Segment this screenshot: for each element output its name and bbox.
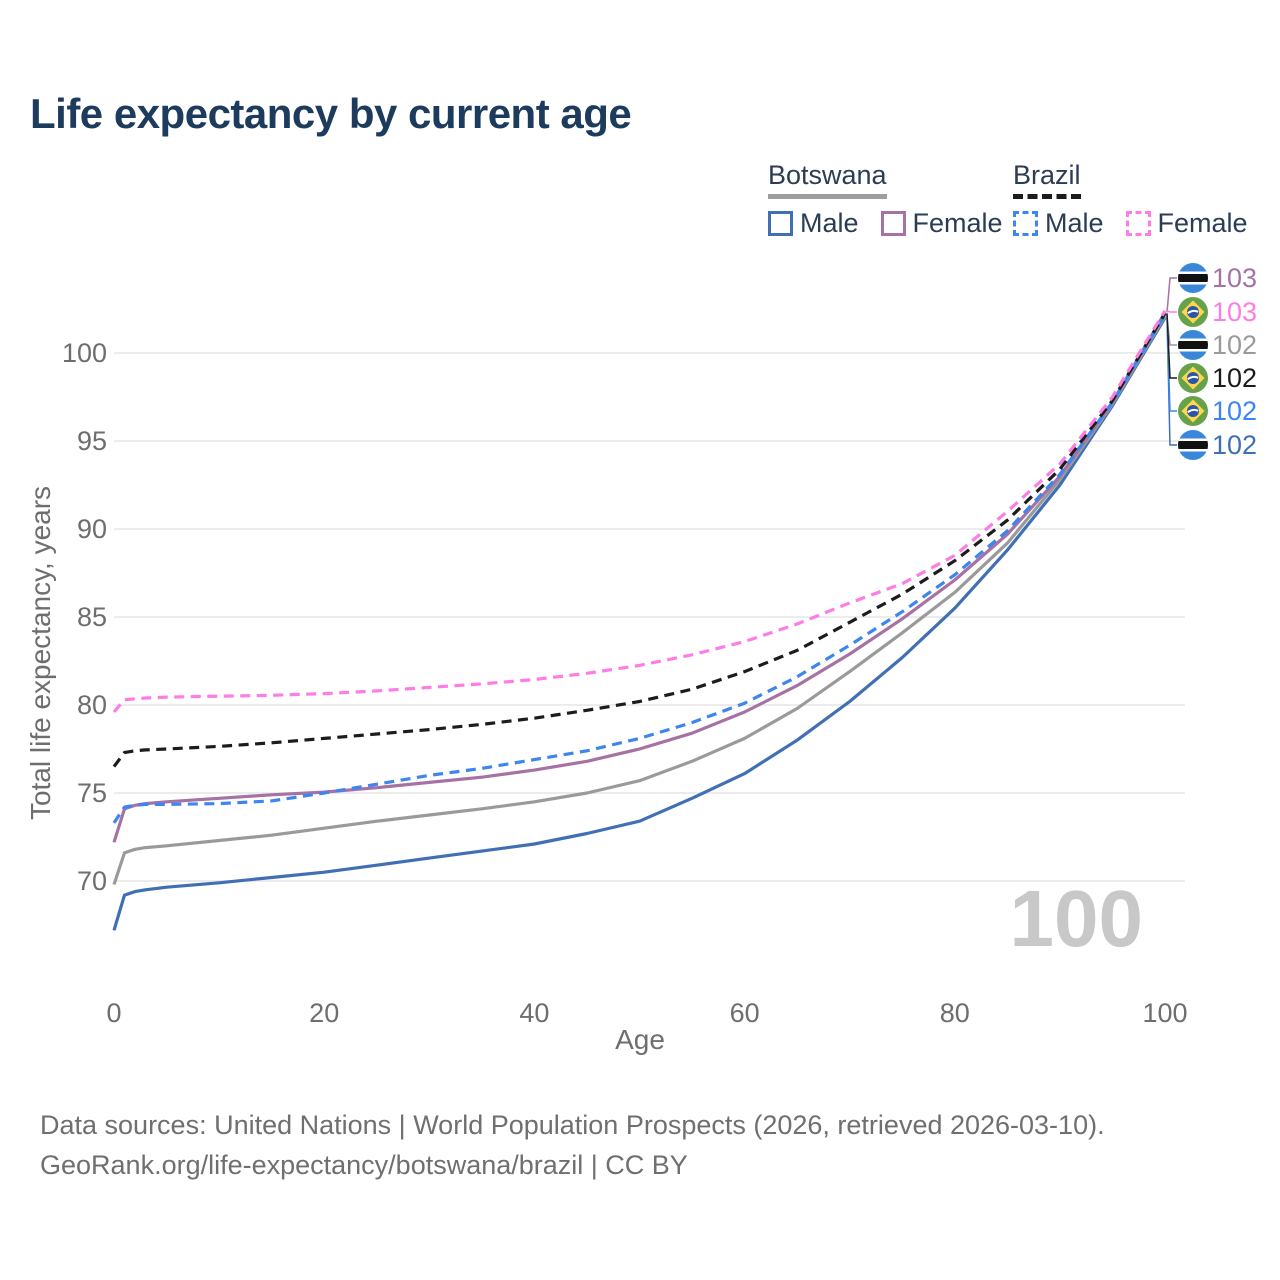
legend-item-label: Female	[912, 208, 1003, 238]
leader-line-brazil-female	[1166, 310, 1177, 313]
y-tick-label-95: 95	[77, 426, 107, 456]
footer-data-sources: Data sources: United Nations | World Pop…	[40, 1110, 1105, 1140]
flag-icon-botswana	[1178, 430, 1208, 460]
series-line-brazil-female	[112, 309, 1167, 714]
page-title: Life expectancy by current age	[30, 90, 632, 137]
end-value-label-brazil-both: 102	[1212, 363, 1257, 393]
legend-header-brazil[interactable]: Brazil	[1013, 160, 1081, 199]
x-tick-label-80: 80	[940, 998, 970, 1028]
flag-icon-brazil	[1178, 363, 1208, 393]
legend-swatch-brazil-female	[1125, 211, 1151, 236]
flag-icon-brazil	[1178, 297, 1208, 327]
y-tick-label-80: 80	[77, 690, 107, 720]
legend-item-botswana-female[interactable]: Female	[880, 208, 1003, 239]
flag-icon-botswana	[1178, 263, 1208, 293]
leader-line-botswana-female	[1166, 277, 1177, 313]
series-line-botswana-both	[112, 315, 1167, 886]
end-value-label-botswana-female: 103	[1212, 263, 1257, 293]
end-value-label-brazil-male: 102	[1212, 396, 1257, 426]
y-tick-label-85: 85	[77, 602, 107, 632]
footer-attribution-link[interactable]: GeoRank.org/life-expectancy/botswana/bra…	[40, 1150, 688, 1180]
flag-icon-brazil	[1178, 396, 1208, 426]
series-line-botswana-male	[112, 316, 1167, 931]
legend-item-label: Male	[800, 208, 859, 238]
x-axis-title: Age	[615, 1024, 665, 1055]
legend-swatch-brazil-male	[1013, 211, 1038, 236]
x-tick-label-100: 100	[1142, 998, 1187, 1028]
y-tick-label-90: 90	[77, 514, 107, 544]
legend-item-brazil-female[interactable]: Female	[1125, 208, 1248, 239]
y-tick-label-100: 100	[62, 338, 107, 368]
x-tick-label-0: 0	[106, 998, 121, 1028]
legend-item-label: Male	[1045, 208, 1104, 238]
leader-line-brazil-both	[1166, 313, 1177, 379]
flag-icon-botswana	[1178, 330, 1208, 360]
x-tick-label-20: 20	[309, 998, 339, 1028]
legend-swatch-botswana-male	[768, 211, 793, 236]
legend-swatch-botswana-female	[880, 211, 906, 236]
legend-item-label: Female	[1157, 208, 1248, 238]
legend-group-botswana: Botswana Male Female	[768, 160, 1003, 239]
y-tick-label-75: 75	[77, 778, 107, 808]
end-value-label-brazil-female: 103	[1212, 297, 1257, 327]
series-line-botswana-female	[112, 311, 1167, 843]
series-line-brazil-male	[112, 313, 1167, 824]
legend-item-botswana-male[interactable]: Male	[768, 208, 859, 239]
end-value-label-botswana-both: 102	[1212, 330, 1257, 360]
y-axis-title: Total life expectancy, years	[25, 486, 56, 820]
legend-group-brazil: Brazil Male Female	[1013, 160, 1248, 239]
age-watermark: 100	[1010, 874, 1143, 963]
series-line-brazil-both	[112, 312, 1167, 768]
end-value-label-botswana-male: 102	[1212, 430, 1257, 460]
y-tick-label-70: 70	[77, 866, 107, 896]
legend-item-brazil-male[interactable]: Male	[1013, 208, 1104, 239]
x-tick-label-40: 40	[519, 998, 549, 1028]
legend-header-botswana[interactable]: Botswana	[768, 160, 887, 199]
x-tick-label-60: 60	[730, 998, 760, 1028]
